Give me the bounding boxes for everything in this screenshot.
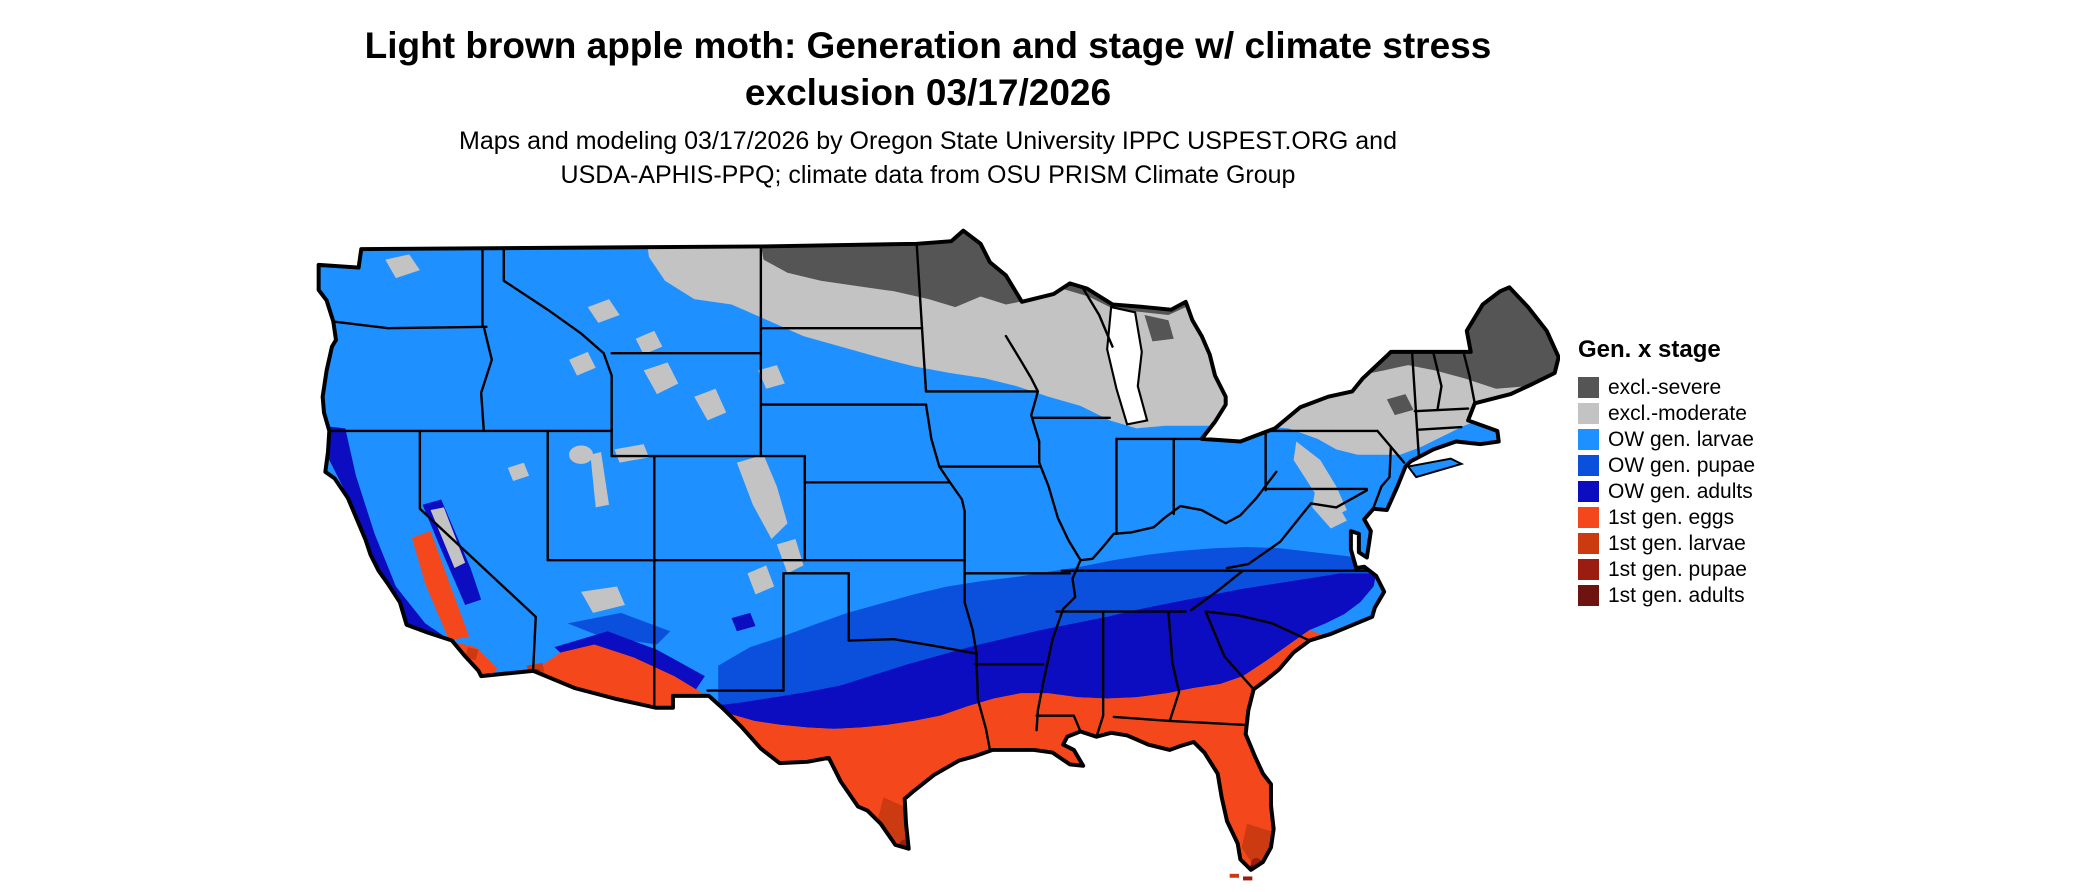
patch-montana-1: [587, 299, 620, 323]
legend-title: Gen. x stage: [1578, 336, 1721, 363]
legend-label: excl.-severe: [1608, 375, 1722, 399]
legend-label: excl.-moderate: [1608, 401, 1747, 425]
us-map-svg: [316, 228, 1560, 881]
subtitle-block: Maps and modeling 03/17/2026 by Oregon S…: [0, 124, 1856, 192]
legend-swatch: [1578, 480, 1599, 502]
legend-label: OW gen. larvae: [1608, 427, 1754, 451]
florida-keys-marks: [1229, 873, 1253, 881]
page-title-line2: exclusion 03/17/2026: [744, 72, 1112, 114]
region-gen1-eggs-central-valley: [411, 531, 470, 641]
region-gen1-larvae-socal: [465, 647, 479, 661]
patch-flagstaff: [581, 586, 625, 613]
page-subtitle-line1: Maps and modeling 03/17/2026 by Oregon S…: [459, 127, 1397, 155]
legend-label: 1st gen. pupae: [1608, 557, 1747, 581]
lake-michigan: [1106, 305, 1149, 426]
long-island: [1406, 457, 1465, 479]
legend-item: 1st gen. pupae: [1578, 556, 1838, 582]
legend: Gen. x stage excl.-severe excl.-moderate O…: [1578, 336, 1838, 608]
region-gen1-eggs-arizona: [533, 644, 708, 716]
patch-wind-river: [694, 388, 727, 421]
mountain-patches: [385, 254, 1347, 613]
patch-sierra: [430, 507, 466, 569]
legend-label: OW gen. adults: [1608, 479, 1753, 503]
legend-label: 1st gen. eggs: [1608, 505, 1735, 529]
patch-nevada: [507, 462, 530, 482]
legend-item: 1st gen. adults: [1578, 582, 1838, 608]
legend-swatch: [1578, 506, 1599, 528]
legend-item: OW gen. larvae: [1578, 426, 1838, 452]
legend-swatch: [1578, 454, 1599, 476]
page-title-line1: Light brown apple moth: Generation and s…: [364, 25, 1492, 66]
florida-key-2: [1243, 876, 1253, 881]
legend-swatch: [1578, 558, 1599, 580]
legend-swatch: [1578, 584, 1599, 606]
patch-wasatch: [590, 452, 610, 508]
region-ow-adults-california-coast: [321, 425, 495, 690]
patch-idaho: [569, 351, 596, 376]
legend-swatch: [1578, 376, 1599, 398]
legend-label: OW gen. pupae: [1608, 453, 1756, 477]
region-ow-adults-new-mexico: [731, 612, 756, 632]
page-title: Light brown apple moth: Generation and s…: [0, 22, 1856, 117]
legend-swatch: [1578, 402, 1599, 424]
florida-key-1: [1229, 873, 1240, 878]
region-excl-severe-catskills: [1386, 394, 1414, 416]
title-block: Light brown apple moth: Generation and s…: [0, 22, 1856, 117]
patch-appalachians-pa: [1293, 441, 1347, 518]
legend-item: excl.-moderate: [1578, 400, 1838, 426]
legend-swatch: [1578, 428, 1599, 450]
patch-bighorn: [758, 365, 785, 389]
legend-item: OW gen. pupae: [1578, 452, 1838, 478]
legend-label: 1st gen. adults: [1608, 583, 1745, 607]
region-gen1-larvae-south-texas: [878, 797, 911, 848]
legend-swatch: [1578, 532, 1599, 554]
region-ow-pupae-arizona: [567, 612, 671, 645]
legend-item: OW gen. adults: [1578, 478, 1838, 504]
legend-items: excl.-severe excl.-moderate OW gen. larvae…: [1578, 374, 1838, 608]
legend-label: 1st gen. larvae: [1608, 531, 1746, 555]
patch-cascades: [385, 254, 420, 279]
patch-colorado-rockies: [736, 454, 788, 540]
legend-item: 1st gen. larvae: [1578, 530, 1838, 556]
patch-great-salt-lake: [569, 445, 594, 464]
state-borders: [328, 242, 1476, 752]
legend-item: 1st gen. eggs: [1578, 504, 1838, 530]
region-ow-pupae: [718, 546, 1377, 706]
patch-new-mexico: [747, 565, 775, 595]
legend-item: excl.-severe: [1578, 374, 1838, 400]
patch-montana-2: [635, 330, 663, 355]
patch-west-virginia: [1312, 491, 1347, 529]
page-subtitle-line2: USDA-APHIS-PPQ; climate data from OSU PR…: [560, 161, 1296, 189]
patch-uinta: [614, 444, 649, 463]
us-map: [308, 228, 1560, 887]
patch-sangre-de-cristo: [776, 539, 804, 574]
patch-yellowstone: [643, 362, 679, 395]
page-subtitle: Maps and modeling 03/17/2026 by Oregon S…: [0, 124, 1856, 192]
region-excl-severe-michigan-tip: [1144, 314, 1174, 342]
map-regions: [318, 230, 1559, 870]
